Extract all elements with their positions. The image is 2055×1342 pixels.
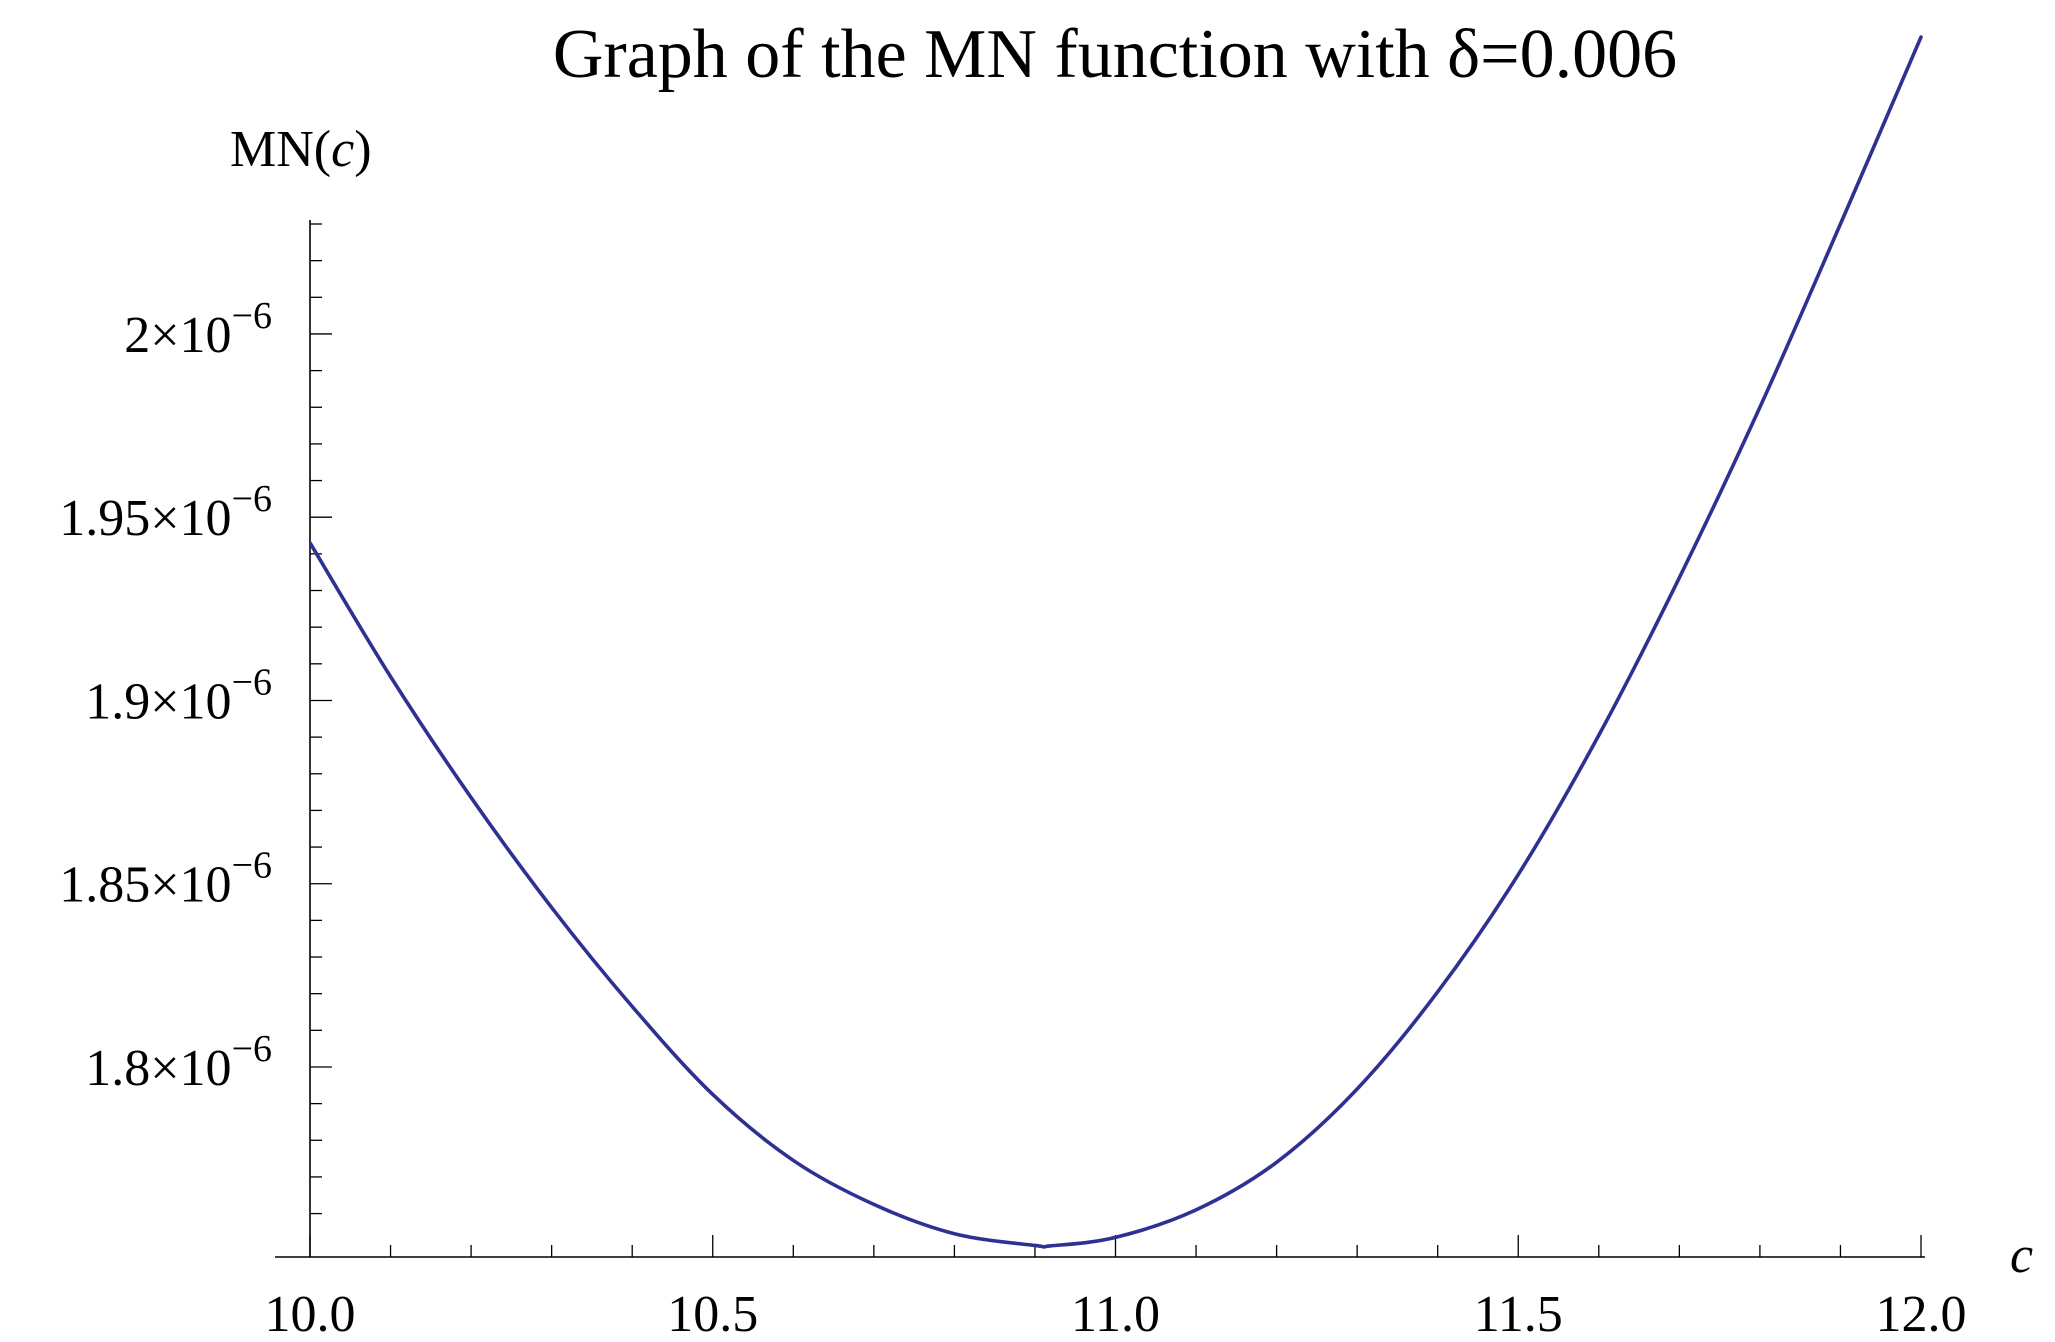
axes <box>275 220 1925 1258</box>
ticks <box>309 223 1922 1257</box>
y-tick-label: 1.9×10−6 <box>85 661 272 730</box>
x-tick-label: 10.0 <box>265 1286 356 1342</box>
tick-labels: 10.0 10.5 11.0 11.5 12.0 1.8×10−6 1.85×10−6 1.9… <box>59 295 1966 1342</box>
x-tick-label: 11.0 <box>1071 1286 1160 1342</box>
y-tick-label: 1.8×10−6 <box>85 1028 272 1097</box>
series-group <box>310 35 1923 1249</box>
x-axis-label: c <box>2010 1227 2033 1284</box>
x-tick-label: 12.0 <box>1876 1286 1967 1342</box>
x-tick-label: 10.5 <box>667 1286 758 1342</box>
y-tick-label: 1.95×10−6 <box>59 478 272 547</box>
y-axis-label: MN(c) <box>230 121 372 178</box>
x-tick-label: 11.5 <box>1474 1286 1563 1342</box>
chart-title: Graph of the MN function with δ=0.006 <box>553 16 1677 93</box>
series-line <box>310 35 1923 1249</box>
y-tick-label: 1.85×10−6 <box>59 845 272 914</box>
y-tick-label: 2×10−6 <box>124 295 272 364</box>
